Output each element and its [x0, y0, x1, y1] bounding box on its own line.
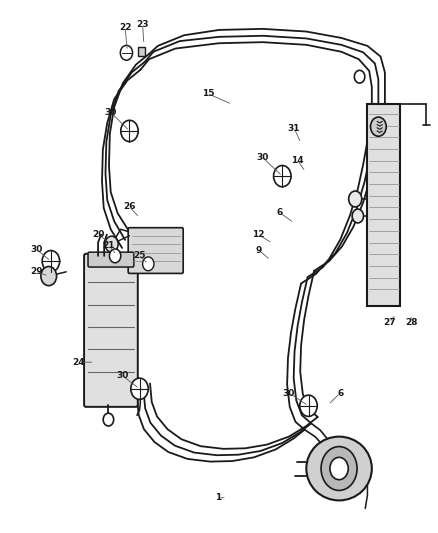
Text: 15: 15 [202, 89, 214, 98]
Text: 26: 26 [123, 203, 136, 212]
Text: 30: 30 [116, 371, 128, 380]
Text: 21: 21 [103, 241, 115, 250]
Circle shape [42, 251, 60, 272]
Circle shape [330, 457, 348, 480]
Text: 29: 29 [30, 268, 43, 276]
Circle shape [321, 447, 357, 490]
FancyBboxPatch shape [128, 228, 183, 273]
Text: 30: 30 [283, 389, 295, 398]
Bar [367, 104, 400, 306]
Text: 31: 31 [288, 124, 300, 133]
Circle shape [354, 70, 365, 83]
Text: 25: 25 [133, 252, 146, 260]
Circle shape [274, 165, 291, 187]
Circle shape [103, 413, 114, 426]
Text: 24: 24 [72, 358, 85, 367]
Circle shape [131, 378, 148, 399]
Text: 1: 1 [215, 493, 221, 502]
Circle shape [371, 117, 386, 136]
Text: 22: 22 [119, 23, 131, 32]
Text: 23: 23 [136, 20, 149, 29]
Text: 30: 30 [257, 153, 269, 162]
Text: 12: 12 [252, 230, 265, 239]
Circle shape [110, 249, 121, 263]
Circle shape [352, 209, 364, 223]
Circle shape [41, 266, 57, 286]
Text: 28: 28 [405, 318, 417, 327]
FancyBboxPatch shape [84, 254, 138, 407]
Text: 30: 30 [30, 245, 42, 254]
Bar [138, 47, 145, 56]
Text: 27: 27 [383, 318, 396, 327]
Text: 6: 6 [276, 208, 283, 217]
Text: 6: 6 [337, 389, 343, 398]
Circle shape [105, 236, 118, 252]
Circle shape [121, 120, 138, 142]
Text: 14: 14 [291, 156, 304, 165]
Text: 30: 30 [105, 108, 117, 117]
Circle shape [349, 191, 362, 207]
FancyBboxPatch shape [88, 252, 134, 267]
Circle shape [120, 45, 133, 60]
Circle shape [143, 257, 154, 271]
Text: 20: 20 [93, 230, 105, 239]
Text: 9: 9 [256, 246, 262, 255]
Ellipse shape [306, 437, 372, 500]
Circle shape [300, 395, 317, 416]
